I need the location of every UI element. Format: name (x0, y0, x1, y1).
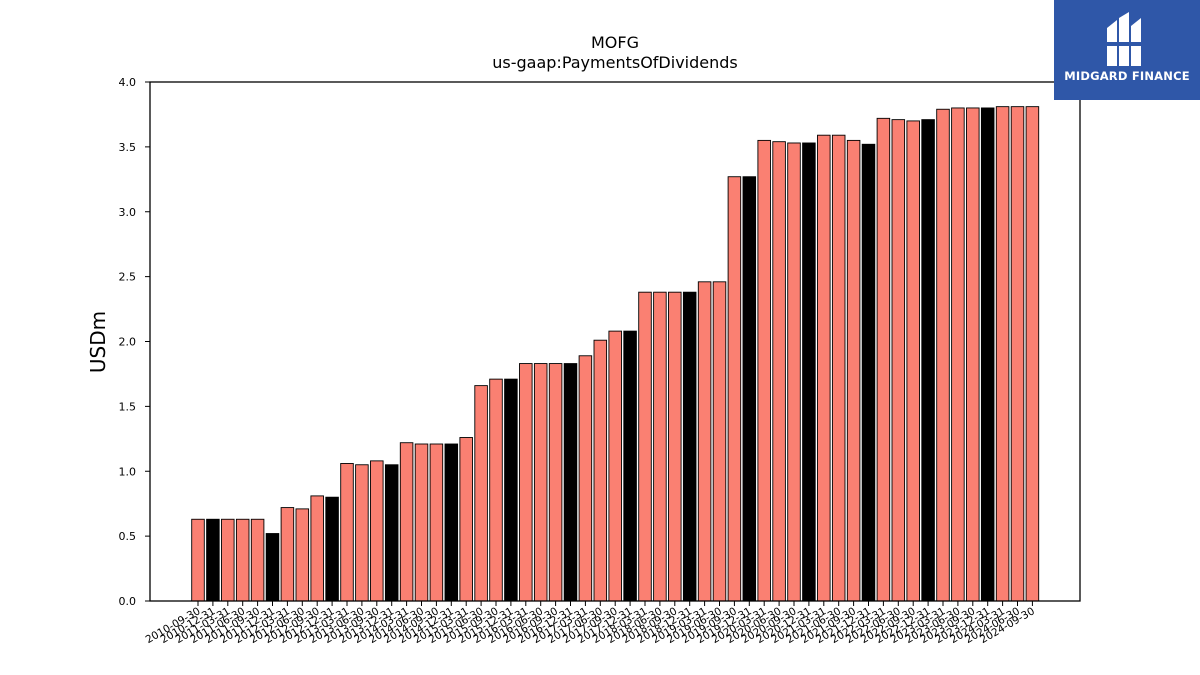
bar-2023-12-31 (980, 107, 995, 602)
bar-2015-09-30 (489, 378, 503, 602)
bar-2010-09-30 (191, 518, 205, 602)
bar-2021-03-31 (817, 134, 831, 602)
bar-2023-06-30 (951, 107, 965, 602)
bar-2013-12-31 (384, 464, 399, 602)
bar-2018-03-31 (638, 291, 652, 602)
bar-2012-12-31 (325, 496, 339, 602)
y-tick-label: 4.0 (119, 76, 137, 89)
x-axis: 2010-09-302010-12-312011-03-312011-06-30… (144, 601, 1037, 646)
y-tick-label: 1.5 (119, 400, 137, 413)
bar-2020-06-30 (772, 141, 786, 602)
bar-2021-06-30 (831, 134, 846, 602)
bar-2016-03-31 (519, 363, 533, 602)
bar-2017-09-30 (608, 330, 622, 602)
bar-2024-09-30 (1025, 106, 1040, 602)
bar-2010-12-31 (206, 518, 220, 602)
y-axis: 0.0 0.5 1.0 1.5 2.0 2.5 3.0 3.5 4.0 (119, 76, 150, 608)
bar-2022-06-30 (891, 119, 906, 602)
bar-2011-12-31 (265, 533, 280, 602)
chart-subtitle: us-gaap:PaymentsOfDividends (492, 53, 737, 72)
y-tick-label: 3.0 (119, 206, 137, 219)
bar-2023-09-30 (966, 107, 980, 602)
chart-title: MOFG (591, 33, 639, 52)
bar-2014-12-31 (444, 443, 459, 602)
bars-group (191, 106, 1040, 602)
bar-2024-06-30 (1010, 106, 1025, 602)
bar-2020-03-31 (757, 139, 771, 602)
bar-2018-12-31 (682, 291, 697, 602)
logo-text: MIDGARD FINANCE (1064, 69, 1190, 83)
bar-2024-03-31 (995, 106, 1010, 602)
bar-2023-03-31 (936, 108, 950, 602)
plot-frame (149, 81, 1081, 602)
bar-2011-09-30 (250, 518, 265, 602)
bar-2014-06-30 (414, 443, 429, 602)
bar-2012-03-31 (280, 507, 295, 602)
bar-2022-09-30 (906, 120, 920, 602)
bar-2019-12-31 (742, 176, 757, 602)
bar-2020-12-31 (802, 142, 816, 602)
bar-2021-12-31 (861, 143, 876, 602)
y-tick-label: 1.0 (119, 465, 137, 478)
bar-2021-09-30 (846, 139, 861, 602)
bar-2013-09-30 (370, 460, 384, 602)
bar-2015-12-31 (504, 378, 518, 602)
bar-2012-09-30 (310, 495, 324, 602)
bar-2014-03-31 (399, 442, 414, 602)
y-tick-label: 2.0 (119, 336, 137, 349)
bar-2019-03-31 (697, 281, 712, 602)
midgard-logo-icon (1105, 12, 1143, 66)
bar-2022-03-31 (876, 117, 891, 602)
bar-2018-06-30 (653, 291, 667, 602)
bar-2019-09-30 (727, 176, 742, 602)
bar-2014-09-30 (429, 443, 444, 602)
bar-2019-06-30 (712, 281, 727, 602)
bar-2017-12-31 (623, 330, 637, 602)
bar-2015-06-30 (474, 385, 488, 602)
bar-2016-09-30 (548, 363, 563, 602)
bar-2017-03-31 (578, 355, 593, 602)
bar-2020-09-30 (787, 142, 801, 602)
bar-2013-06-30 (355, 464, 369, 602)
y-tick-label: 3.5 (119, 141, 137, 154)
y-tick-label: 0.0 (119, 595, 137, 608)
y-tick-label: 2.5 (119, 271, 137, 284)
bar-2016-06-30 (533, 363, 548, 602)
bar-2016-12-31 (563, 363, 578, 602)
bar-2017-06-30 (593, 339, 608, 602)
bar-2018-09-30 (668, 291, 682, 602)
bar-2011-06-30 (235, 518, 250, 602)
bar-2011-03-31 (221, 518, 235, 602)
y-axis-label: USDm (86, 311, 110, 373)
bar-2015-03-31 (459, 437, 473, 602)
bar-2013-03-31 (340, 463, 354, 602)
bar-2012-06-30 (295, 508, 310, 602)
y-tick-label: 0.5 (119, 530, 137, 543)
bar-2022-12-31 (921, 119, 935, 602)
